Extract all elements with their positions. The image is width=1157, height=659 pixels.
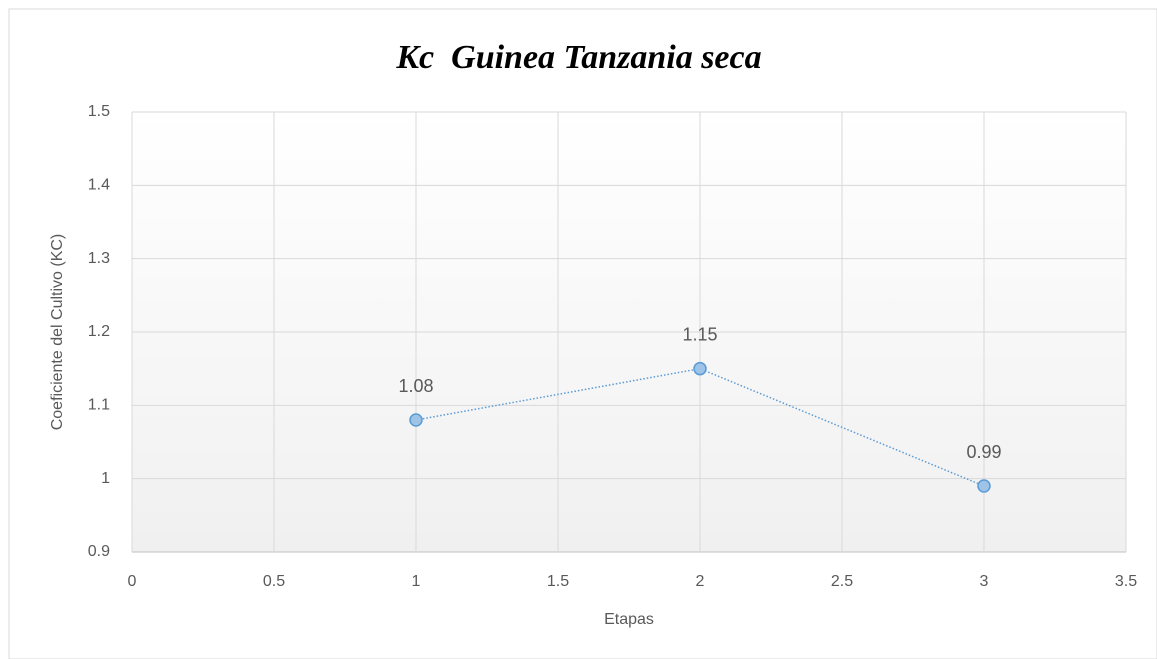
- x-tick-label: 1: [412, 573, 421, 590]
- data-label: 1.08: [398, 376, 433, 396]
- y-tick-label: 0.9: [88, 543, 110, 560]
- x-tick-label: 3.5: [1115, 573, 1137, 590]
- data-point: [693, 361, 707, 376]
- x-tick-label: 0: [128, 573, 137, 590]
- y-tick-label: 1: [101, 470, 110, 487]
- x-tick-label: 1.5: [547, 573, 569, 590]
- y-tick-label: 1.3: [88, 250, 110, 267]
- data-label: 1.15: [682, 324, 717, 344]
- x-tick-label: 0.5: [263, 573, 285, 590]
- y-tick-label: 1.2: [88, 323, 110, 340]
- x-axis-label: Etapas: [604, 611, 654, 628]
- y-tick-label: 1.4: [88, 177, 110, 194]
- x-tick-label: 2.5: [831, 573, 853, 590]
- y-tick-label: 1.5: [88, 103, 110, 120]
- x-tick-label: 2: [696, 573, 705, 590]
- y-axis-label: Coeficiente del Cultivo (KC): [49, 234, 66, 431]
- data-point: [977, 479, 991, 493]
- data-label: 0.99: [966, 442, 1001, 462]
- chart-title: Kc Guinea Tanzania seca: [395, 39, 761, 76]
- y-tick-label: 1.1: [88, 397, 110, 414]
- x-tick-label: 3: [980, 573, 989, 590]
- data-point: [409, 413, 423, 427]
